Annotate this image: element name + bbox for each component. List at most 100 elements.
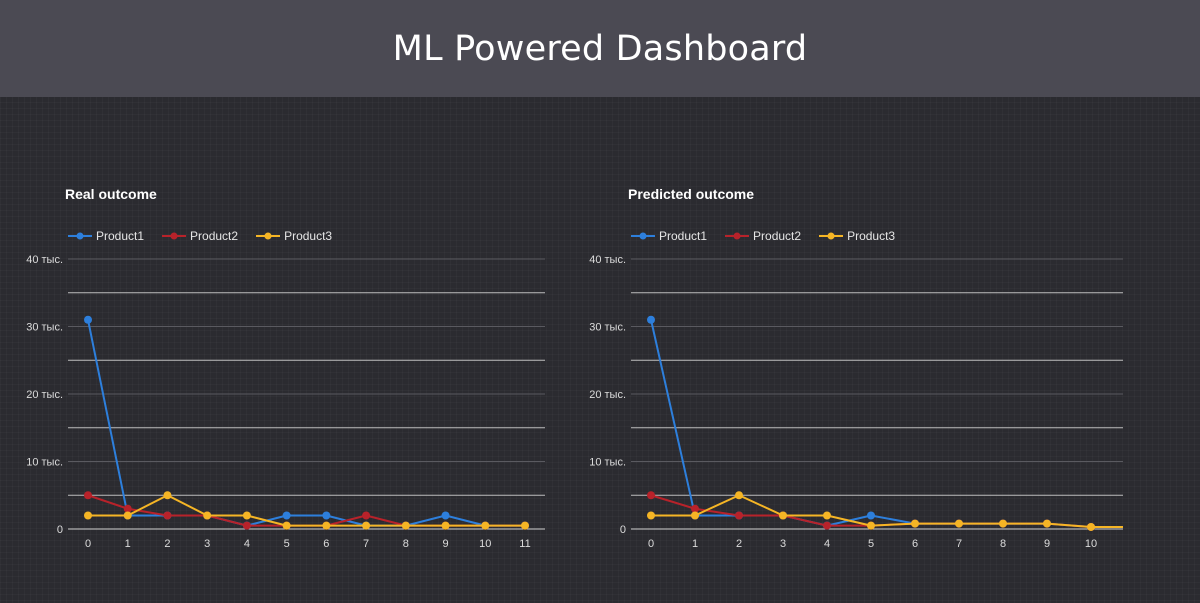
data-point-product2: [735, 511, 743, 520]
data-point-product3: [282, 521, 291, 530]
page-title: ML Powered Dashboard: [392, 28, 808, 69]
legend-item-product1[interactable]: Product1: [631, 229, 707, 243]
data-point-product3: [123, 511, 132, 520]
data-point-product3: [1043, 519, 1051, 528]
x-tick-label: 9: [442, 538, 448, 550]
data-point-product1: [867, 511, 875, 520]
data-point-product3: [163, 491, 172, 500]
x-tick-label: 10: [479, 538, 491, 550]
y-tick-label: 30 тыс.: [589, 322, 626, 334]
data-point-product2: [84, 491, 92, 500]
chart-title: Predicted outcome: [628, 186, 755, 202]
x-tick-label: 5: [868, 538, 874, 550]
data-point-product3: [779, 511, 787, 520]
plot-area: 0 10 тыс. 20 тыс. 30 тыс. 40 тыс. 0 1 2 3 4 5 6 7 8 9 1…: [589, 254, 1123, 550]
data-point-product3: [647, 511, 655, 520]
data-point-product1: [322, 511, 331, 520]
x-tick-label: 0: [85, 538, 91, 550]
data-point-product3: [691, 511, 699, 520]
x-tick-label: 2: [164, 538, 170, 550]
chart-legend: Product1 Product2 Product3: [631, 229, 895, 243]
y-tick-label: 10 тыс.: [589, 457, 626, 469]
series-line-product2: [650, 494, 1123, 528]
data-point-product2: [123, 504, 132, 513]
data-point-product3: [867, 521, 875, 530]
data-point-product1: [84, 315, 92, 324]
data-point-product2: [242, 521, 251, 530]
data-point-product1: [282, 511, 291, 520]
x-tick-label: 10: [1085, 538, 1097, 550]
legend-label: Product3: [847, 229, 896, 243]
data-point-product3: [441, 521, 450, 530]
header-bar: ML Powered Dashboard: [0, 0, 1200, 97]
x-tick-label: 3: [204, 538, 210, 550]
y-tick-label: 0: [620, 524, 626, 536]
x-tick-label: 7: [956, 538, 962, 550]
x-tick-label: 7: [363, 538, 369, 550]
real-outcome-chart: Real outcome Product1 Product2 Product3 …: [0, 170, 560, 590]
x-tick-label: 2: [736, 538, 742, 550]
plot-area: 0 10 тыс. 20 тыс. 30 тыс. 40 тыс. 0 1 2 3 4 5 6 7 8 9 1…: [26, 254, 545, 550]
y-tick-label: 30 тыс.: [26, 322, 63, 334]
data-point-product3: [735, 491, 743, 500]
chart-title: Real outcome: [65, 186, 157, 202]
x-tick-label: 6: [323, 538, 329, 550]
data-point-product3: [203, 511, 212, 520]
data-point-product3: [823, 511, 831, 520]
x-tick-label: 8: [403, 538, 409, 550]
data-point-product2: [362, 511, 371, 520]
y-tick-label: 40 тыс.: [589, 254, 626, 266]
series-line-product3: [88, 494, 525, 527]
data-point-product3: [955, 519, 963, 528]
y-tick-label: 10 тыс.: [26, 457, 63, 469]
legend-line-icon: [162, 232, 187, 240]
x-tick-label: 3: [780, 538, 786, 550]
x-tick-label: 11: [519, 538, 530, 550]
x-tick-label: 6: [912, 538, 918, 550]
series-line-product1: [650, 319, 1123, 528]
series-line-product1: [87, 319, 525, 527]
legend-line-icon: [725, 232, 750, 240]
y-tick-label: 20 тыс.: [589, 389, 626, 401]
legend-item-product2[interactable]: Product2: [162, 229, 238, 243]
data-point-product3: [999, 519, 1007, 528]
data-point-product3: [84, 511, 92, 520]
data-point-product1: [441, 511, 450, 520]
data-point-product3: [322, 521, 331, 530]
legend-item-product3[interactable]: Product3: [819, 229, 895, 243]
x-tick-label: 1: [125, 538, 131, 550]
y-tick-label: 20 тыс.: [26, 389, 63, 401]
data-point-product3: [362, 521, 371, 530]
data-point-product3: [521, 521, 529, 530]
x-tick-label: 5: [284, 538, 290, 550]
x-tick-label: 1: [692, 538, 698, 550]
data-point-product3: [242, 511, 251, 520]
data-point-product2: [647, 491, 655, 500]
x-tick-label: 9: [1044, 538, 1050, 550]
legend-label: Product2: [190, 229, 239, 243]
x-tick-label: 8: [1000, 538, 1006, 550]
data-point-product3: [481, 521, 490, 530]
data-point-product3: [1087, 522, 1095, 531]
data-point-product1: [647, 315, 655, 324]
data-point-product3: [401, 521, 410, 530]
data-point-product2: [691, 504, 699, 513]
y-tick-label: 0: [57, 524, 63, 536]
series-line-product2: [87, 494, 525, 527]
chart-legend: Product1 Product2 Product3: [68, 229, 332, 243]
legend-label: Product3: [284, 229, 333, 243]
legend-label: Product1: [96, 229, 145, 243]
legend-line-icon: [256, 232, 281, 240]
legend-label: Product1: [659, 229, 708, 243]
legend-line-icon: [819, 232, 844, 240]
legend-item-product2[interactable]: Product2: [725, 229, 801, 243]
predicted-outcome-chart: Predicted outcome Product1 Product2 Prod…: [563, 170, 1123, 590]
x-tick-label: 4: [244, 538, 250, 550]
x-tick-label: 0: [648, 538, 654, 550]
data-point-product3: [911, 519, 919, 528]
data-point-product2: [823, 521, 831, 530]
data-point-product2: [163, 511, 172, 520]
legend-line-icon: [68, 232, 92, 240]
legend-item-product1[interactable]: Product1: [68, 229, 144, 243]
legend-item-product3[interactable]: Product3: [256, 229, 332, 243]
